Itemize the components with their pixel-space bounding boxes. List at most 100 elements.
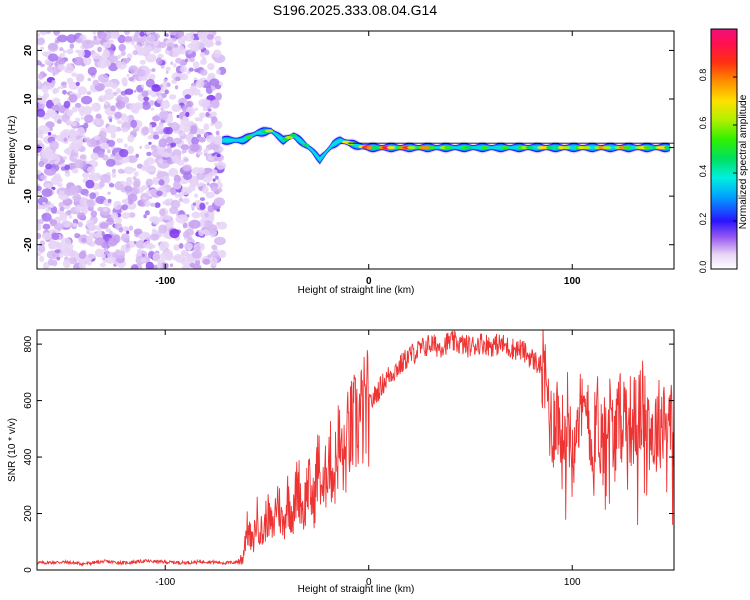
noise-speckle — [169, 94, 177, 100]
noise-speckle — [175, 57, 183, 64]
noise-speckle — [85, 179, 95, 189]
noise-speckle — [165, 66, 171, 72]
colorbar-tick-label: 0.6 — [698, 117, 708, 130]
snr-x-label: Height of straight line (km) — [298, 584, 415, 595]
noise-speckle — [112, 91, 118, 96]
snr-y-tick-label: 200 — [23, 505, 34, 522]
noise-speckle — [75, 73, 85, 83]
noise-speckle — [183, 172, 193, 181]
noise-speckle — [217, 188, 223, 193]
noise-speckle — [98, 181, 105, 188]
snr-y-tick-label: 400 — [23, 448, 34, 465]
noise-speckle — [126, 73, 130, 78]
noise-speckle — [53, 31, 61, 36]
noise-speckle — [55, 134, 66, 142]
noise-speckle — [175, 76, 181, 81]
noise-speckle — [128, 66, 136, 74]
noise-speckle — [182, 115, 188, 121]
noise-speckle — [66, 91, 71, 95]
noise-speckle — [117, 34, 126, 44]
ridge-peak — [525, 146, 534, 150]
noise-speckle — [149, 99, 155, 106]
noise-speckle — [121, 199, 127, 204]
noise-speckle — [75, 117, 81, 122]
noise-speckle — [56, 176, 62, 181]
noise-speckle — [44, 179, 47, 183]
noise-speckle — [169, 31, 177, 36]
noise-speckle — [37, 252, 42, 257]
noise-speckle — [144, 144, 151, 150]
noise-speckle — [86, 235, 93, 243]
noise-speckle — [51, 80, 56, 85]
noise-speckle — [132, 168, 136, 172]
noise-speckle — [150, 32, 160, 40]
noise-speckle — [39, 255, 45, 263]
noise-speckle — [42, 261, 50, 269]
noise-speckle — [54, 160, 59, 165]
noise-speckle — [47, 131, 52, 136]
noise-speckle — [139, 59, 146, 65]
noise-speckle — [127, 145, 134, 155]
noise-speckle — [59, 190, 63, 194]
noise-speckle — [48, 53, 59, 62]
noise-speckle — [68, 94, 78, 103]
noise-speckle — [186, 100, 194, 108]
noise-speckle — [37, 59, 42, 66]
noise-speckle — [110, 212, 119, 220]
noise-speckle — [216, 208, 220, 212]
noise-speckle — [50, 240, 58, 247]
noise-speckle — [189, 56, 195, 63]
noise-speckle — [61, 220, 71, 228]
chart-title: S196.2025.333.08.04.G14 — [273, 2, 437, 18]
noise-speckle — [199, 52, 206, 58]
noise-speckle — [71, 72, 78, 77]
noise-speckle — [166, 136, 174, 144]
snr-series-line — [37, 330, 674, 567]
noise-speckle — [189, 125, 198, 135]
noise-speckle — [62, 89, 67, 95]
noise-speckle — [54, 249, 61, 254]
noise-speckle — [66, 109, 73, 117]
ridge-peak — [464, 146, 473, 150]
noise-speckle — [138, 200, 143, 206]
noise-speckle — [152, 47, 159, 54]
ridge-peak — [480, 146, 489, 150]
noise-speckle — [82, 207, 88, 215]
noise-speckle — [208, 172, 215, 177]
noise-speckle — [92, 31, 97, 35]
colorbar: 0.0 0.2 0.4 0.6 0.8 Normalized spectral ampl… — [698, 28, 749, 273]
ridge-peak — [289, 133, 298, 137]
noise-speckle — [204, 212, 209, 218]
noise-speckle — [45, 121, 55, 129]
noise-speckle — [71, 106, 78, 113]
noise-speckle — [116, 88, 121, 94]
noise-speckle — [180, 256, 193, 267]
noise-speckle — [84, 137, 91, 143]
noise-speckle — [194, 107, 198, 111]
colorbar-gradient — [710, 28, 738, 270]
noise-speckle — [170, 199, 181, 209]
noise-speckle — [77, 49, 85, 58]
noise-speckle — [42, 223, 51, 230]
noise-speckle — [210, 186, 218, 192]
noise-speckle — [168, 167, 179, 177]
noise-speckle — [90, 152, 100, 161]
noise-speckle — [117, 54, 122, 59]
noise-speckle — [116, 102, 122, 107]
noise-speckle — [144, 165, 154, 173]
noise-speckle — [146, 151, 152, 157]
noise-speckle — [87, 77, 92, 82]
noise-speckle — [37, 108, 46, 118]
noise-speckle — [151, 68, 156, 72]
noise-speckle — [166, 46, 173, 51]
noise-speckle — [105, 250, 109, 255]
noise-speckle — [109, 118, 113, 123]
noise-speckle — [152, 179, 161, 185]
noise-speckle — [198, 93, 204, 97]
noise-speckle — [207, 224, 218, 233]
noise-speckle — [121, 180, 125, 185]
noise-speckle — [178, 243, 184, 249]
noise-speckle — [145, 190, 152, 196]
noise-speckle — [192, 61, 200, 69]
spectrogram-y-tick-label: 0 — [23, 144, 34, 150]
